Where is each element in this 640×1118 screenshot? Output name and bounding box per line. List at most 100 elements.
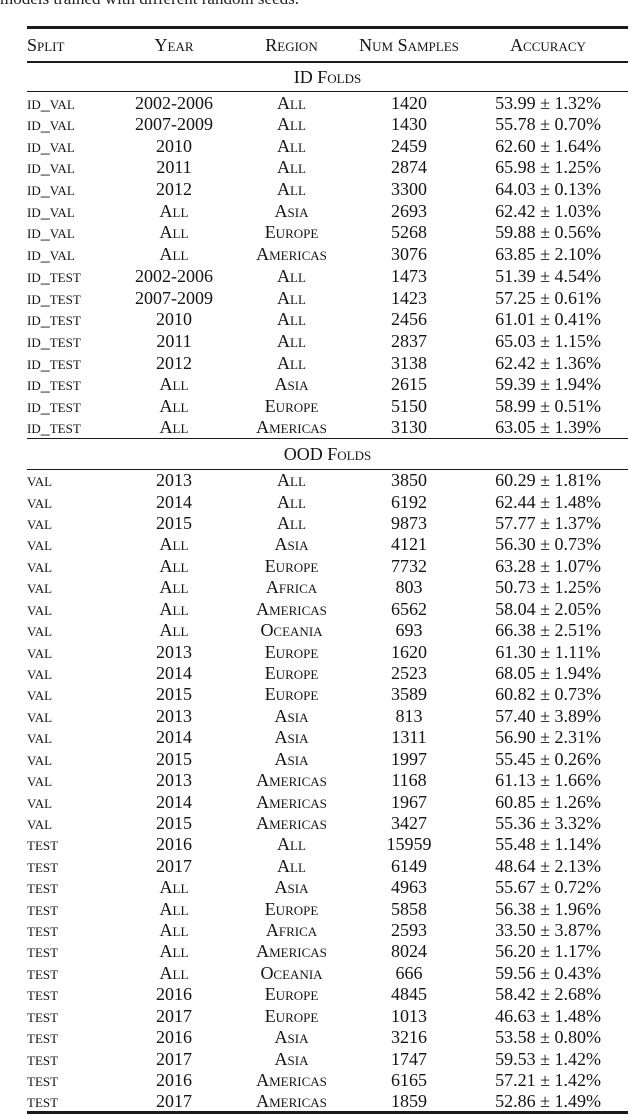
cell-year: 2013: [156, 641, 192, 662]
table-row: val 2015 Americas 3427 55.36 ± 3.32%: [27, 812, 628, 833]
table-row: val 2013 All 3850 60.29 ± 1.81%: [27, 470, 628, 491]
column-header-split: Split: [27, 34, 65, 55]
cell-region: Oceania: [260, 962, 323, 983]
table-row: test 2016 Asia 3216 53.58 ± 0.80%: [27, 1026, 628, 1047]
table-row: test All Americas 8024 56.20 ± 1.17%: [27, 941, 628, 962]
cell-accuracy: 57.77 ± 1.37%: [495, 513, 601, 534]
table-row: val 2015 Asia 1997 55.45 ± 0.26%: [27, 748, 628, 769]
cell-accuracy: 50.73 ± 1.25%: [495, 577, 601, 598]
table-row: test 2016 Europe 4845 58.42 ± 2.68%: [27, 984, 628, 1005]
cell-region: Americas: [256, 941, 327, 962]
cell-region: Asia: [274, 727, 309, 748]
cell-year: 2013: [156, 770, 192, 791]
table-row: id_val All Europe 5268 59.88 ± 0.56%: [27, 222, 628, 244]
cell-split: val: [27, 491, 53, 512]
table-row: test All Europe 5858 56.38 ± 1.96%: [27, 898, 628, 919]
table-row: test All Asia 4963 55.67 ± 0.72%: [27, 877, 628, 898]
cell-split: id_val: [27, 244, 75, 265]
cell-region: All: [277, 352, 306, 373]
cell-accuracy: 55.36 ± 3.32%: [495, 812, 601, 833]
cell-year: All: [159, 244, 189, 265]
cell-region: Americas: [256, 812, 327, 833]
cell-year: 2013: [156, 705, 192, 726]
cell-num-samples: 8024: [391, 941, 427, 962]
cell-accuracy: 59.39 ± 1.94%: [495, 374, 601, 395]
table-row: test All Africa 2593 33.50 ± 3.87%: [27, 919, 628, 940]
cell-year: 2015: [156, 684, 192, 705]
table-body: ID Folds id_val 2002-2006 All 1420 53.99 ± 1.…: [27, 62, 628, 1113]
cell-accuracy: 53.99 ± 1.32%: [495, 92, 601, 113]
table-row: id_val 2012 All 3300 64.03 ± 0.13%: [27, 178, 628, 200]
cell-region: Americas: [256, 791, 327, 812]
cell-accuracy: 63.28 ± 1.07%: [495, 555, 601, 576]
cell-split: id_val: [27, 114, 75, 135]
cell-year: All: [159, 534, 189, 555]
cell-num-samples: 3427: [391, 812, 427, 833]
cell-accuracy: 33.50 ± 3.87%: [495, 920, 601, 941]
cell-year: 2010: [156, 309, 192, 330]
cell-year: 2011: [156, 330, 192, 351]
cell-num-samples: 5858: [391, 898, 427, 919]
cell-split: val: [27, 534, 53, 555]
cell-num-samples: 3850: [391, 470, 427, 491]
cell-split: test: [27, 941, 59, 962]
cell-accuracy: 59.56 ± 0.43%: [495, 962, 601, 983]
column-header-num-samples: Num Samples: [359, 34, 459, 55]
cell-accuracy: 57.40 ± 3.89%: [495, 705, 601, 726]
cell-region: All: [277, 834, 306, 855]
cell-region: All: [277, 157, 306, 178]
cell-split: test: [27, 920, 59, 941]
cell-region: Americas: [256, 244, 327, 265]
cell-region: All: [277, 491, 306, 512]
cell-split: test: [27, 834, 59, 855]
cell-num-samples: 3138: [391, 352, 427, 373]
cell-region: Europe: [264, 984, 319, 1005]
cell-num-samples: 7732: [391, 555, 427, 576]
section-title: OOD Folds: [283, 444, 372, 464]
cell-split: test: [27, 1048, 59, 1069]
table-header-row: Split Year Region Num Samples Accuracy: [27, 28, 628, 62]
cell-year: 2017: [156, 855, 192, 876]
table-row: val All Americas 6562 58.04 ± 2.05%: [27, 598, 628, 619]
clipped-caption-line: models trained with different random see…: [0, 0, 420, 9]
cell-split: test: [27, 984, 59, 1005]
cell-split: val: [27, 791, 53, 812]
cell-accuracy: 66.38 ± 2.51%: [495, 620, 601, 641]
cell-region: Africa: [265, 577, 318, 598]
cell-year: 2016: [156, 1027, 192, 1048]
column-header-region: Region: [265, 34, 318, 55]
cell-region: Americas: [256, 1090, 327, 1111]
cell-num-samples: 2593: [391, 920, 427, 941]
cell-region: Asia: [274, 200, 309, 221]
cell-split: val: [27, 598, 53, 619]
cell-region: All: [277, 330, 306, 351]
cell-region: Asia: [274, 534, 309, 555]
cell-accuracy: 55.67 ± 0.72%: [495, 877, 601, 898]
cell-region: Asia: [274, 1048, 309, 1069]
cell-year: 2012: [156, 352, 192, 373]
cell-year: 2017: [156, 1090, 192, 1111]
cell-accuracy: 57.21 ± 1.42%: [495, 1070, 601, 1091]
cell-split: id_val: [27, 200, 75, 221]
table-row: id_val 2002-2006 All 1420 53.99 ± 1.32%: [27, 92, 628, 114]
table-row: val 2014 All 6192 62.44 ± 1.48%: [27, 491, 628, 512]
cell-split: val: [27, 727, 53, 748]
cell-year: 2007-2009: [135, 114, 213, 135]
cell-year: All: [159, 620, 189, 641]
table-row: id_test 2011 All 2837 65.03 ± 1.15%: [27, 330, 628, 352]
cell-region: Europe: [264, 555, 319, 576]
table-row: val 2013 Asia 813 57.40 ± 3.89%: [27, 705, 628, 726]
cell-num-samples: 4845: [391, 984, 427, 1005]
cell-accuracy: 56.20 ± 1.17%: [495, 941, 601, 962]
cell-accuracy: 59.53 ± 1.42%: [495, 1048, 601, 1069]
cell-accuracy: 59.88 ± 0.56%: [495, 222, 601, 243]
table-row: id_val All Americas 3076 63.85 ± 2.10%: [27, 243, 628, 265]
cell-accuracy: 61.01 ± 0.41%: [495, 309, 601, 330]
cell-num-samples: 5150: [391, 395, 427, 416]
cell-split: val: [27, 620, 53, 641]
cell-region: All: [277, 287, 306, 308]
cell-num-samples: 2459: [391, 135, 427, 156]
cell-accuracy: 56.30 ± 0.73%: [495, 534, 601, 555]
cell-split: id_test: [27, 309, 81, 330]
table-row: id_test 2012 All 3138 62.42 ± 1.36%: [27, 352, 628, 374]
